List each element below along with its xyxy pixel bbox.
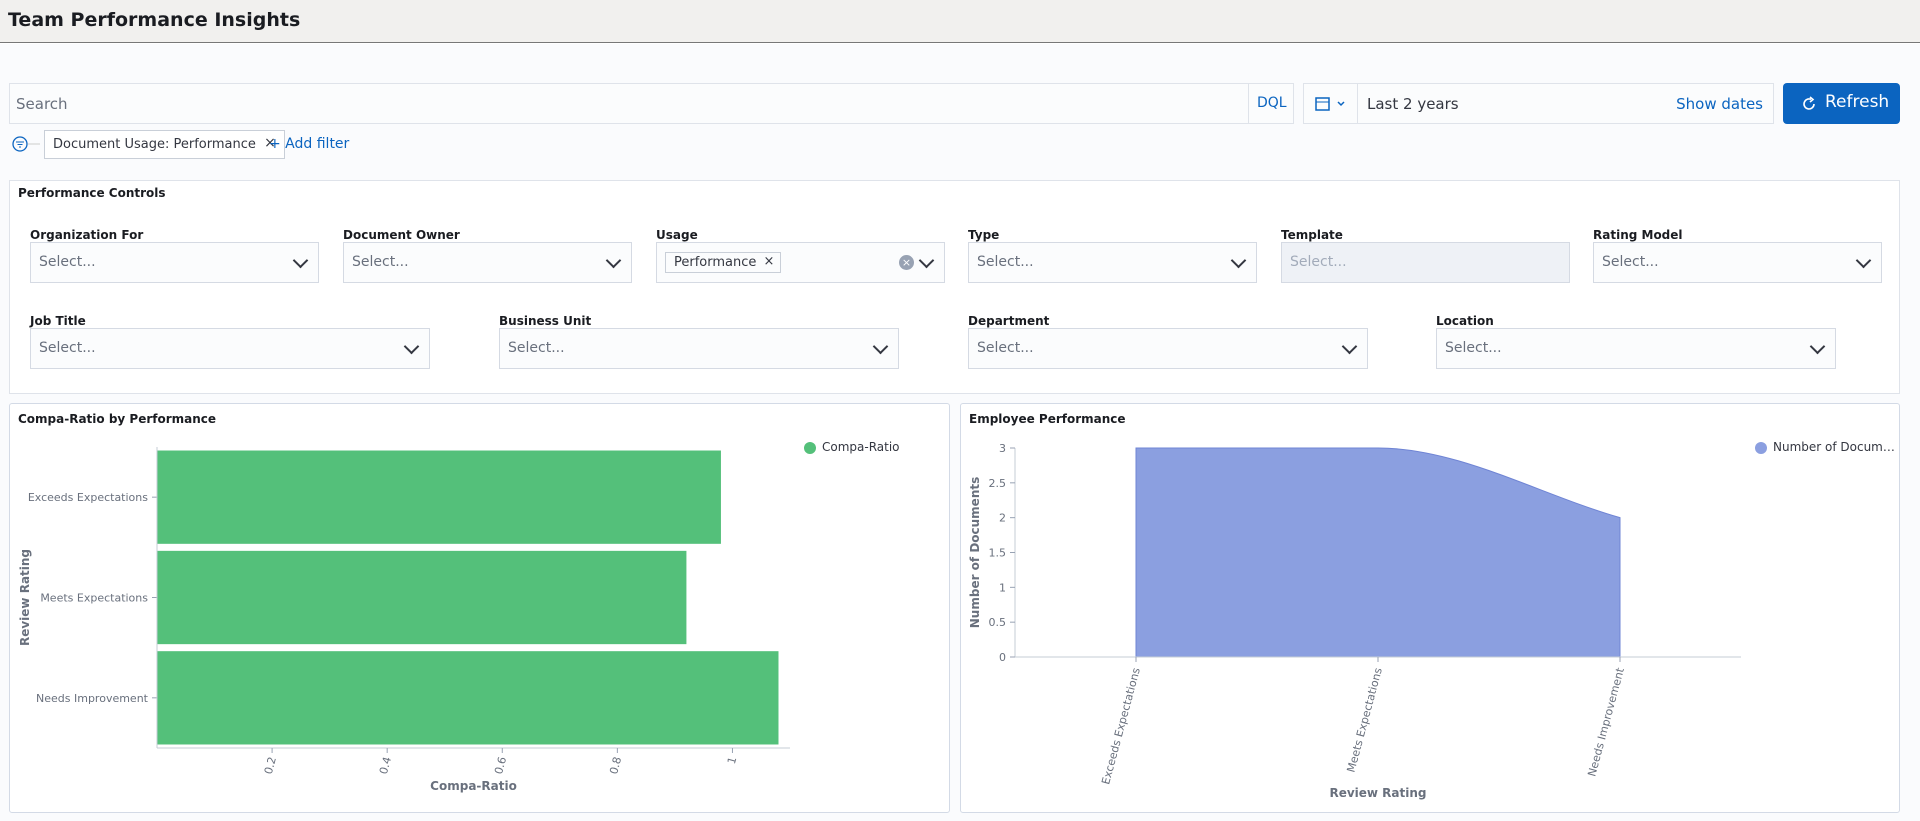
- chevron: [403, 338, 420, 355]
- y-tick-label: 0.5: [989, 616, 1007, 629]
- chip-text: Performance: [674, 255, 757, 270]
- show-dates[interactable]: Show dates: [1676, 95, 1763, 113]
- y-tick-label: Meets Expectations: [40, 592, 148, 605]
- controls-panel: Performance Controls Organization For Sel…: [9, 180, 1900, 394]
- chart-title: Compa-Ratio by Performance: [18, 412, 217, 426]
- date-picker[interactable]: Last 2 years Show dates: [1303, 83, 1774, 124]
- chip-remove[interactable]: ×: [763, 254, 775, 269]
- chevron: [1230, 252, 1247, 269]
- controls-title: Performance Controls: [18, 186, 166, 200]
- clear-button[interactable]: ×: [899, 255, 914, 270]
- legend-swatch[interactable]: [804, 442, 816, 454]
- control-label: Business Unit: [499, 314, 592, 328]
- select-input[interactable]: Performance × ×: [656, 242, 945, 283]
- search-placeholder: Search: [16, 95, 68, 113]
- y-tick-label: 3: [999, 442, 1006, 455]
- select-placeholder: Select...: [39, 340, 96, 356]
- x-tick-label: 1: [725, 755, 739, 765]
- y-tick-label: 0: [999, 651, 1006, 664]
- bar: [157, 651, 779, 745]
- chart-panel: Compa-Ratio by Performance Exceeds Expect…: [9, 403, 950, 813]
- x-tick-label: 0.6: [492, 755, 509, 775]
- control-label: Usage: [656, 228, 698, 242]
- filter-pill[interactable]: Document Usage: Performance ×: [44, 130, 285, 159]
- control-label: Department: [968, 314, 1050, 328]
- calendar-icon: [1315, 97, 1345, 111]
- select-input[interactable]: Select...: [30, 328, 430, 369]
- control-label: Organization For: [30, 228, 144, 242]
- select-input[interactable]: Select...: [30, 242, 319, 283]
- y-tick-label: 2.5: [989, 477, 1007, 490]
- x-tick-label: Meets Expectations: [1344, 666, 1384, 774]
- pill-remove[interactable]: ×: [264, 135, 276, 151]
- chart-panel: Employee Performance 0 0.5 1 1.5 2 2.5 3 Exceeds…: [960, 403, 1900, 813]
- x-tick-label: 0.4: [377, 755, 394, 775]
- select-input[interactable]: Select...: [1436, 328, 1836, 369]
- select-placeholder: Select...: [1602, 254, 1659, 270]
- select-placeholder: Select...: [977, 254, 1034, 270]
- legend-swatch[interactable]: [1755, 442, 1767, 454]
- y-axis-title: Review Rating: [18, 549, 32, 646]
- bar: [157, 550, 687, 645]
- pill-text: Document Usage: Performance: [53, 137, 256, 152]
- chart: 0 0.5 1 1.5 2 2.5 3 Exceeds Expectations Meets E…: [968, 442, 1741, 800]
- select-placeholder: Select...: [1445, 340, 1502, 356]
- select-chip: Performance ×: [665, 252, 782, 273]
- add-filter[interactable]: + Add filter: [269, 136, 350, 152]
- refresh-icon: [1803, 96, 1815, 110]
- legend-label[interactable]: Compa-Ratio: [822, 440, 900, 454]
- x-tick-label: Needs Improvement: [1585, 666, 1627, 778]
- chevron: [918, 252, 935, 269]
- select-input: Select...: [1281, 242, 1570, 283]
- select-input[interactable]: Select...: [499, 328, 899, 369]
- select-placeholder: Select...: [39, 254, 96, 270]
- header: Team Performance Insights: [0, 0, 1920, 43]
- chevron: [605, 252, 622, 269]
- filter-icon[interactable]: [12, 136, 40, 154]
- select-placeholder: Select...: [1290, 254, 1347, 270]
- control-label: Location: [1436, 314, 1494, 328]
- control-label: Rating Model: [1593, 228, 1683, 242]
- y-tick-label: Exceeds Expectations: [28, 491, 148, 504]
- chevron: [872, 338, 889, 355]
- select-placeholder: Select...: [508, 340, 565, 356]
- y-tick-label: 2: [999, 512, 1006, 525]
- y-tick-label: 1.5: [989, 547, 1007, 560]
- calendar-button[interactable]: [1304, 84, 1358, 123]
- select-placeholder: Select...: [977, 340, 1034, 356]
- control-label: Template: [1281, 228, 1343, 242]
- chevron: [292, 252, 309, 269]
- select-placeholder: Select...: [352, 254, 409, 270]
- chevron: [1855, 252, 1872, 269]
- search-bar[interactable]: Search DQL: [9, 83, 1294, 124]
- control-label: Type: [968, 228, 1000, 242]
- refresh-label: Refresh: [1825, 92, 1890, 112]
- bar: [157, 450, 721, 544]
- chart: Exceeds Expectations Meets Expectations Ne…: [18, 447, 790, 793]
- select-input[interactable]: Select...: [968, 242, 1257, 283]
- control-label: Job Title: [30, 314, 86, 328]
- chart-title: Employee Performance: [969, 412, 1126, 426]
- time-range: Last 2 years: [1367, 95, 1459, 113]
- area: [1135, 447, 1621, 658]
- legend-label[interactable]: Number of Documents: [1773, 440, 1895, 454]
- refresh-button[interactable]: Refresh: [1783, 83, 1900, 124]
- chevron: [1341, 338, 1358, 355]
- y-axis-title: Number of Documents: [968, 477, 982, 628]
- select-input[interactable]: Select...: [968, 328, 1368, 369]
- x-tick-label: Exceeds Expectations: [1099, 666, 1143, 786]
- x-tick-label: 0.2: [262, 755, 279, 775]
- select-input[interactable]: Select...: [1593, 242, 1882, 283]
- language-toggle[interactable]: DQL: [1248, 84, 1294, 123]
- page-title: Team Performance Insights: [8, 9, 301, 31]
- select-input[interactable]: Select...: [343, 242, 632, 283]
- y-tick-label: 1: [999, 581, 1006, 594]
- x-axis-title: Review Rating: [1329, 786, 1426, 800]
- y-tick-label: Needs Improvement: [36, 692, 149, 705]
- x-axis-title: Compa-Ratio: [430, 779, 517, 793]
- chevron: [1809, 338, 1826, 355]
- x-tick-label: 0.8: [607, 755, 624, 775]
- control-label: Document Owner: [343, 228, 460, 242]
